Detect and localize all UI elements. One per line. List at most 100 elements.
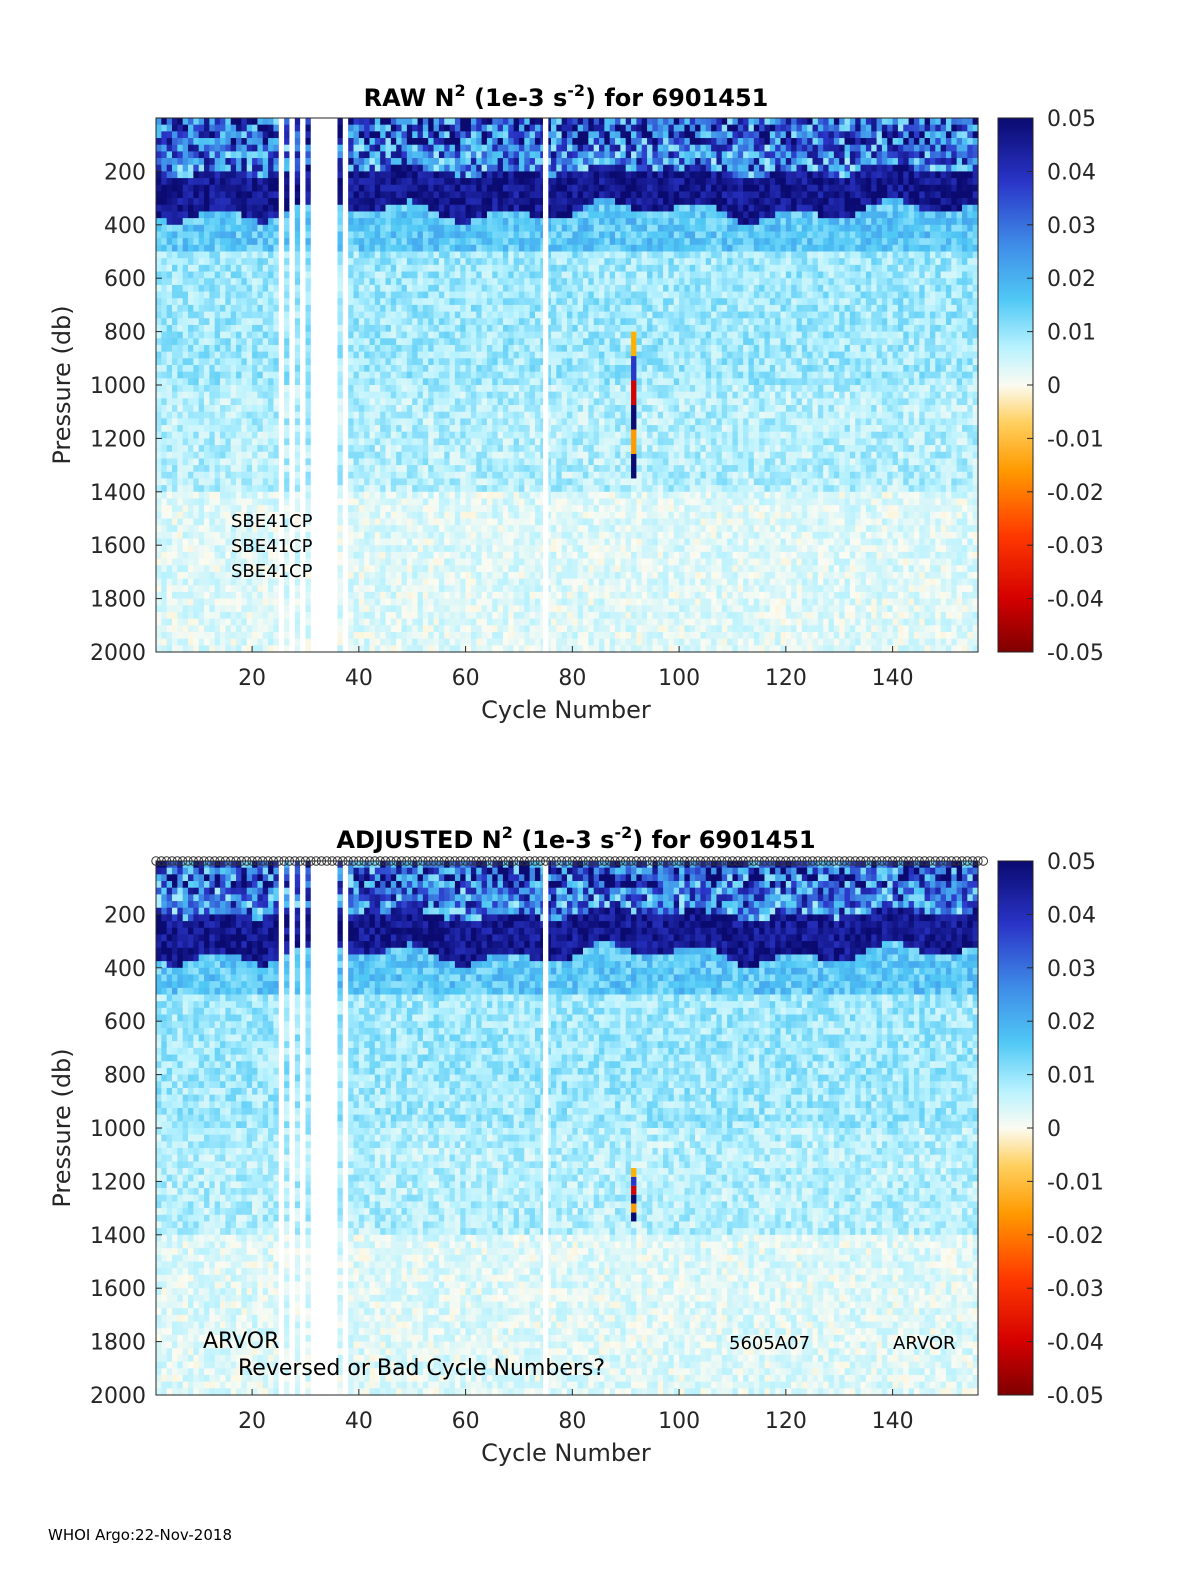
heat-cell — [263, 151, 269, 158]
heat-cell — [444, 405, 450, 412]
heat-cell — [199, 525, 205, 532]
heat-cell — [167, 539, 173, 546]
heat-cell — [476, 458, 482, 465]
heat-cell — [167, 492, 173, 499]
heat-cell — [204, 131, 210, 138]
heat-cell — [348, 118, 354, 125]
heat-cell — [241, 458, 247, 465]
heat-cell — [257, 158, 263, 165]
heat-cell — [396, 605, 402, 612]
heat-cell — [487, 185, 493, 192]
heat-cell — [263, 458, 269, 465]
heat-cell — [487, 325, 493, 332]
heat-cell — [305, 445, 311, 452]
heat-cell — [225, 338, 231, 345]
heat-cell — [402, 298, 408, 305]
heat-cell — [476, 505, 482, 512]
heat-cell — [337, 505, 343, 512]
heat-cell — [423, 532, 429, 539]
heat-cell — [305, 378, 311, 385]
heat-cell — [353, 211, 359, 218]
heat-cell — [263, 625, 269, 632]
heat-cell — [407, 191, 413, 198]
heat-cell — [476, 198, 482, 205]
heat-cell — [225, 625, 231, 632]
heat-cell — [364, 225, 370, 232]
heat-cell — [402, 592, 408, 599]
heat-cell — [295, 365, 301, 372]
heat-cell — [284, 592, 290, 599]
heat-cell — [236, 312, 242, 319]
heat-cell — [268, 231, 274, 238]
heat-cell — [450, 325, 456, 332]
heat-cell — [428, 312, 434, 319]
heat-cell — [257, 372, 263, 379]
heat-cell — [471, 639, 477, 646]
heat-cell — [220, 298, 226, 305]
heat-cell — [386, 425, 392, 432]
heat-cell — [257, 632, 263, 639]
heat-cell — [348, 372, 354, 379]
heat-cell — [167, 365, 173, 372]
heat-cell — [247, 272, 253, 279]
heat-cell — [364, 218, 370, 225]
heat-cell — [375, 625, 381, 632]
heat-cell — [455, 372, 461, 379]
heat-cell — [231, 418, 237, 425]
heat-cell — [252, 478, 258, 485]
heat-cell — [273, 385, 279, 392]
heat-cell — [476, 318, 482, 325]
heat-cell — [273, 425, 279, 432]
heat-cell — [257, 385, 263, 392]
heat-cell — [450, 305, 456, 312]
heat-cell — [359, 532, 365, 539]
heat-cell — [364, 178, 370, 185]
heat-cell — [167, 231, 173, 238]
heat-cell — [482, 565, 488, 572]
heat-cell — [273, 398, 279, 405]
heat-cell — [337, 358, 343, 365]
heat-cell — [215, 565, 221, 572]
heat-cell — [348, 385, 354, 392]
heat-cell — [263, 325, 269, 332]
heat-cell — [439, 372, 445, 379]
heat-cell — [455, 211, 461, 218]
heat-cell — [241, 485, 247, 492]
heat-cell — [263, 632, 269, 639]
heat-cell — [418, 625, 424, 632]
heat-cell — [444, 151, 450, 158]
heat-cell — [434, 579, 440, 586]
heat-cell — [386, 185, 392, 192]
heat-cell — [172, 292, 178, 299]
heat-cell — [193, 125, 199, 132]
heat-cell — [370, 372, 376, 379]
heat-cell — [402, 312, 408, 319]
heat-cell — [177, 585, 183, 592]
heat-cell — [455, 191, 461, 198]
heat-cell — [482, 138, 488, 145]
heat-cell — [428, 565, 434, 572]
heat-cell — [167, 412, 173, 419]
heat-cell — [450, 372, 456, 379]
heat-cell — [172, 478, 178, 485]
heat-cell — [231, 385, 237, 392]
heat-cell — [161, 332, 167, 339]
heat-cell — [199, 625, 205, 632]
heat-cell — [199, 292, 205, 299]
heat-cell — [252, 292, 258, 299]
heat-cell — [482, 599, 488, 606]
heat-cell — [482, 592, 488, 599]
heat-cell — [305, 285, 311, 292]
heat-cell — [284, 125, 290, 132]
heat-cell — [204, 552, 210, 559]
heat-cell — [370, 178, 376, 185]
heat-cell — [455, 612, 461, 619]
heat-cell — [359, 478, 365, 485]
heat-cell — [418, 539, 424, 546]
heat-cell — [199, 639, 205, 646]
heat-cell — [305, 438, 311, 445]
heat-cell — [386, 178, 392, 185]
heat-cell — [450, 539, 456, 546]
heat-cell — [348, 205, 354, 212]
heat-cell — [161, 258, 167, 265]
